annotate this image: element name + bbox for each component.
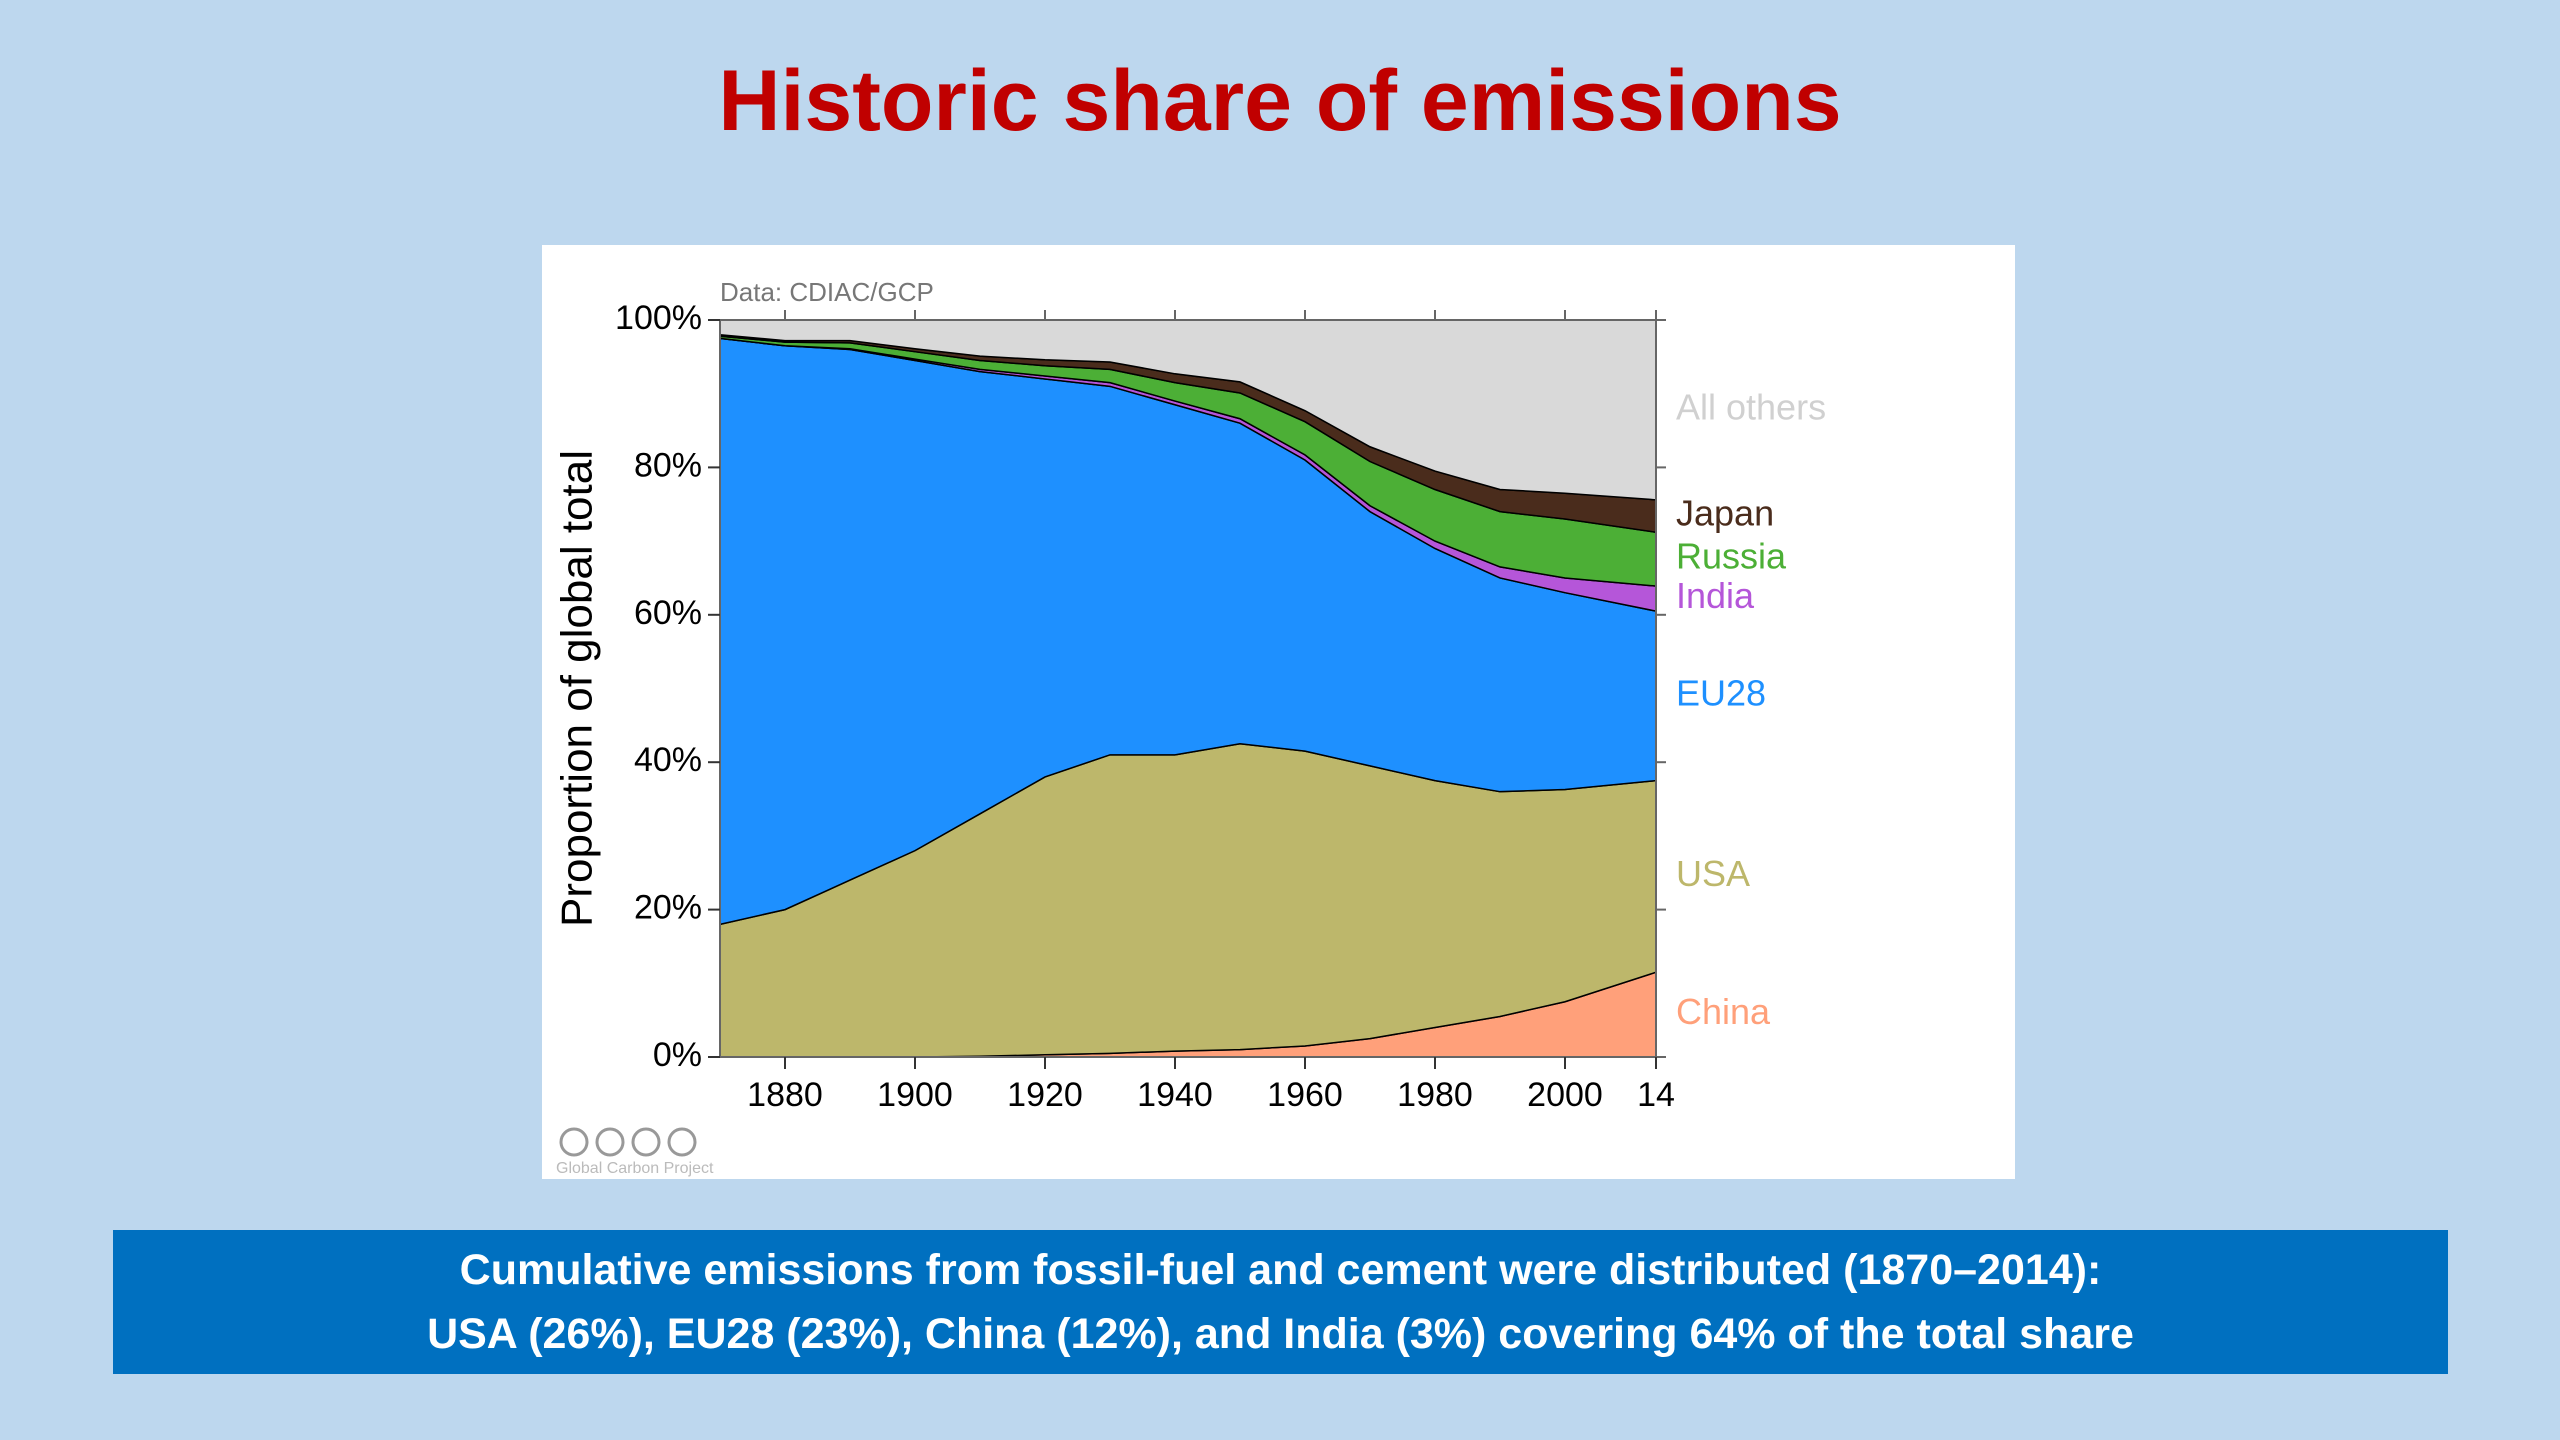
summary-line: Cumulative emissions from fossil-fuel an…: [459, 1246, 2102, 1294]
legend-label: EU28: [1676, 672, 1766, 713]
chart-panel: China USA EU28 India Russia Japan All others 0%…: [542, 245, 2015, 1179]
summary-box: Cumulative emissions from fossil-fuel an…: [113, 1230, 2448, 1374]
legend-label: China: [1676, 991, 1771, 1032]
x-tick-label: 1900: [877, 1076, 953, 1114]
y-tick-label: 0%: [653, 1036, 702, 1074]
y-tick-label: 40%: [634, 741, 702, 779]
x-tick-label: 1940: [1137, 1076, 1213, 1114]
slide-title: Historic share of emissions: [718, 53, 1842, 149]
cc-icons: [559, 1127, 697, 1157]
x-tick-label: 1880: [747, 1076, 823, 1114]
credit-note: Global Carbon Project: [556, 1160, 714, 1177]
x-tick-label: 14: [1637, 1076, 1675, 1114]
legend-label: India: [1676, 575, 1755, 616]
y-tick-label: 100%: [615, 299, 702, 337]
y-tick-label: 80%: [634, 446, 702, 484]
y-tick-label: 20%: [634, 889, 702, 927]
source-note: Data: CDIAC/GCP: [720, 277, 934, 307]
y-axis-label: Proportion of global total: [553, 450, 602, 927]
x-tick-label: 1980: [1397, 1076, 1473, 1114]
x-tick-label: 1960: [1267, 1076, 1343, 1114]
y-tick-label: 60%: [634, 594, 702, 632]
x-tick-label: 1920: [1007, 1076, 1083, 1114]
summary-line: USA (26%), EU28 (23%), China (12%), and …: [427, 1310, 2134, 1358]
legend-label: All others: [1676, 386, 1826, 427]
legend-label: Russia: [1676, 536, 1787, 577]
plot-frame: [719, 319, 1657, 1058]
legend-label: Japan: [1676, 493, 1774, 534]
x-tick-label: 2000: [1527, 1076, 1603, 1114]
legend-label: USA: [1676, 853, 1750, 894]
